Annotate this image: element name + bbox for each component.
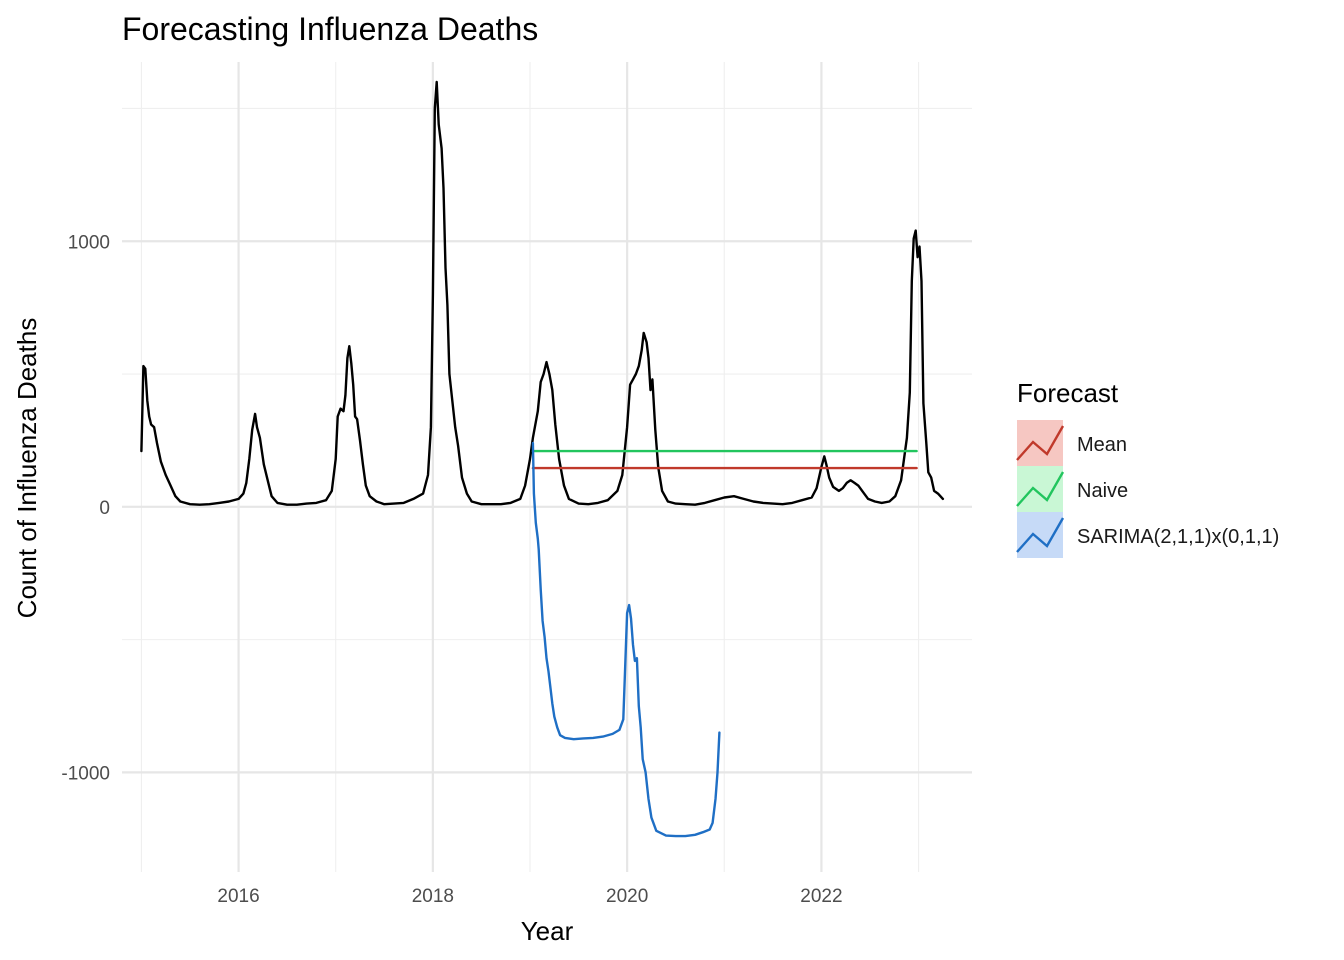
series-line-sarima-2-1-1-x-0-1-1 xyxy=(531,441,721,838)
legend-key-mean xyxy=(1016,420,1065,466)
legend-label-mean: Mean xyxy=(1077,434,1127,456)
series-layer xyxy=(140,80,945,838)
x-tick-label: 2022 xyxy=(800,886,842,907)
legend-key-fill xyxy=(1017,420,1063,466)
legend: Forecast Mean Naive SARIMA(2,1,1)x(0,1,1) xyxy=(1016,378,1279,558)
legend-label-naive: Naive xyxy=(1077,480,1128,502)
legend-key-line xyxy=(1016,517,1065,553)
legend-key-naive xyxy=(1016,466,1065,512)
y-tick-label: 1000 xyxy=(68,232,110,253)
legend-key-line xyxy=(1016,471,1065,507)
x-tick-label: 2016 xyxy=(217,886,259,907)
legend-key-line xyxy=(1016,425,1065,461)
chart-title: Forecasting Influenza Deaths xyxy=(122,11,538,47)
y-tick-label: 0 xyxy=(99,498,110,519)
y-axis-ticks: -1000 0 1000 xyxy=(61,232,110,784)
grid xyxy=(122,62,972,872)
legend-label-sarima-2-1-1-x-0-1-1: SARIMA(2,1,1)x(0,1,1) xyxy=(1077,526,1279,548)
y-tick-label: -1000 xyxy=(61,763,110,784)
legend-key-fill xyxy=(1017,512,1063,558)
x-axis-title: Year xyxy=(521,916,574,946)
legend-key-sarima-2-1-1-x-0-1-1 xyxy=(1016,512,1065,558)
x-tick-label: 2018 xyxy=(412,886,454,907)
x-tick-label: 2020 xyxy=(606,886,648,907)
y-axis-title: Count of Influenza Deaths xyxy=(12,318,42,619)
legend-key-fill xyxy=(1017,466,1063,512)
legend-title: Forecast xyxy=(1017,378,1119,408)
x-axis-ticks: 2016 2018 2020 2022 xyxy=(217,886,842,907)
actual-series-line xyxy=(140,80,945,506)
